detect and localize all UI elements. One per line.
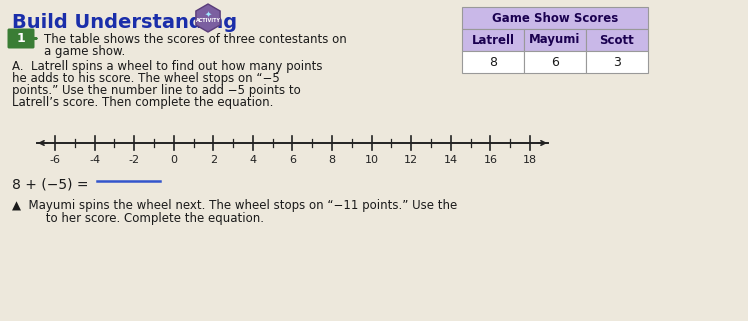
Text: 12: 12 [404, 155, 418, 165]
Bar [462, 51, 524, 73]
Text: 8 + (−5) =: 8 + (−5) = [12, 178, 93, 192]
Text: -6: -6 [49, 155, 61, 165]
Text: he adds to his score. The wheel stops on “−5: he adds to his score. The wheel stops on… [12, 72, 280, 85]
Text: ✦: ✦ [204, 10, 212, 19]
Text: 14: 14 [444, 155, 458, 165]
Text: points.” Use the number line to add −5 points to: points.” Use the number line to add −5 p… [12, 84, 301, 97]
Text: -2: -2 [129, 155, 140, 165]
Polygon shape [196, 4, 220, 32]
Bar [586, 51, 648, 73]
Bar [462, 29, 524, 51]
Text: 2: 2 [209, 155, 217, 165]
Text: a game show.: a game show. [44, 45, 125, 58]
Text: 0: 0 [171, 155, 177, 165]
Text: -4: -4 [89, 155, 100, 165]
Text: A.  Latrell spins a wheel to find out how many points: A. Latrell spins a wheel to find out how… [12, 60, 322, 73]
Text: 1: 1 [16, 32, 25, 45]
Text: Latrell: Latrell [471, 33, 515, 47]
Text: ACTIVITY: ACTIVITY [195, 19, 221, 23]
Bar [462, 7, 648, 29]
Text: 6: 6 [551, 56, 559, 68]
Text: 16: 16 [483, 155, 497, 165]
FancyBboxPatch shape [7, 29, 34, 48]
Bar [524, 51, 586, 73]
Text: 6: 6 [289, 155, 296, 165]
Text: 8: 8 [489, 56, 497, 68]
Text: Game Show Scores: Game Show Scores [492, 12, 618, 24]
Text: Scott: Scott [600, 33, 634, 47]
Text: Build Understanding: Build Understanding [12, 13, 237, 32]
Bar [586, 29, 648, 51]
Text: to her score. Complete the equation.: to her score. Complete the equation. [12, 212, 264, 225]
Text: Latrell’s score. Then complete the equation.: Latrell’s score. Then complete the equat… [12, 96, 273, 109]
Text: 18: 18 [523, 155, 537, 165]
Bar [524, 29, 586, 51]
Text: 4: 4 [249, 155, 257, 165]
Text: 8: 8 [328, 155, 336, 165]
Text: 3: 3 [613, 56, 621, 68]
Text: The table shows the scores of three contestants on: The table shows the scores of three cont… [44, 33, 347, 46]
Text: 10: 10 [365, 155, 378, 165]
Text: Mayumi: Mayumi [530, 33, 580, 47]
Text: ▲  Mayumi spins the wheel next. The wheel stops on “−11 points.” Use the: ▲ Mayumi spins the wheel next. The wheel… [12, 199, 457, 212]
